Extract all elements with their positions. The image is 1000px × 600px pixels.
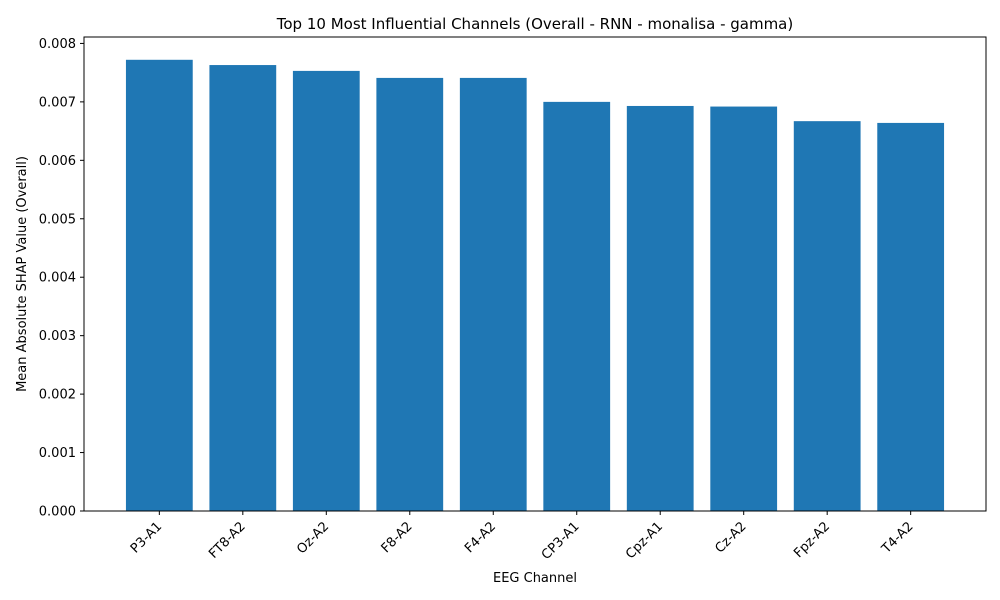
x-tick-label: Cz-A2 [712,519,749,556]
y-tick-label: 0.008 [39,37,76,52]
x-axis-label: EEG Channel [493,571,577,586]
bar-f8-a2 [376,77,444,512]
bar-f4-a2 [459,77,527,512]
plot-frame [83,36,987,512]
y-tick-label: 0.005 [39,212,76,227]
bar-cz-a2 [710,106,778,511]
x-tick-label: T4-A2 [878,519,916,557]
y-tick-label: 0.003 [39,329,76,344]
x-tick-label: CP3-A1 [539,519,583,563]
x-tick-label: Oz-A2 [294,519,332,557]
x-tick-label: F4-A2 [462,519,499,556]
bars [125,59,945,512]
y-tick-label: 0.004 [39,271,76,286]
y-tick-label: 0.006 [39,154,76,169]
y-tick-label: 0.002 [39,388,76,403]
bar-cpz-a1 [626,105,694,511]
x-tick-label: P3-A1 [128,519,165,556]
x-tick-label: Cpz-A1 [623,519,666,562]
x-axis: P3-A1 FT8-A2 Oz-A2 F8-A2 F4-A2 CP3-A1 Cpz-A1 Cz… [128,511,916,563]
y-axis-label: Mean Absolute SHAP Value (Overall) [15,156,30,392]
y-tick-label: 0.001 [39,446,76,461]
bar-cp3-a1 [543,101,611,512]
x-tick-label: Fpz-A2 [791,519,833,561]
bar-fpz-a2 [793,121,861,511]
y-tick-label: 0.000 [39,505,76,520]
bar-p3-a1 [125,59,193,512]
bar-oz-a2 [292,70,360,511]
x-tick-label: FT8-A2 [206,519,248,561]
y-axis: 0.000 0.001 0.002 0.003 0.004 0.005 0.006 0.007… [39,37,84,520]
bar-t4-a2 [877,122,945,512]
y-tick-label: 0.007 [39,95,76,110]
chart-title: Top 10 Most Influential Channels (Overal… [276,15,793,33]
x-tick-label: F8-A2 [379,519,416,556]
bar-ft8-a2 [209,65,277,511]
